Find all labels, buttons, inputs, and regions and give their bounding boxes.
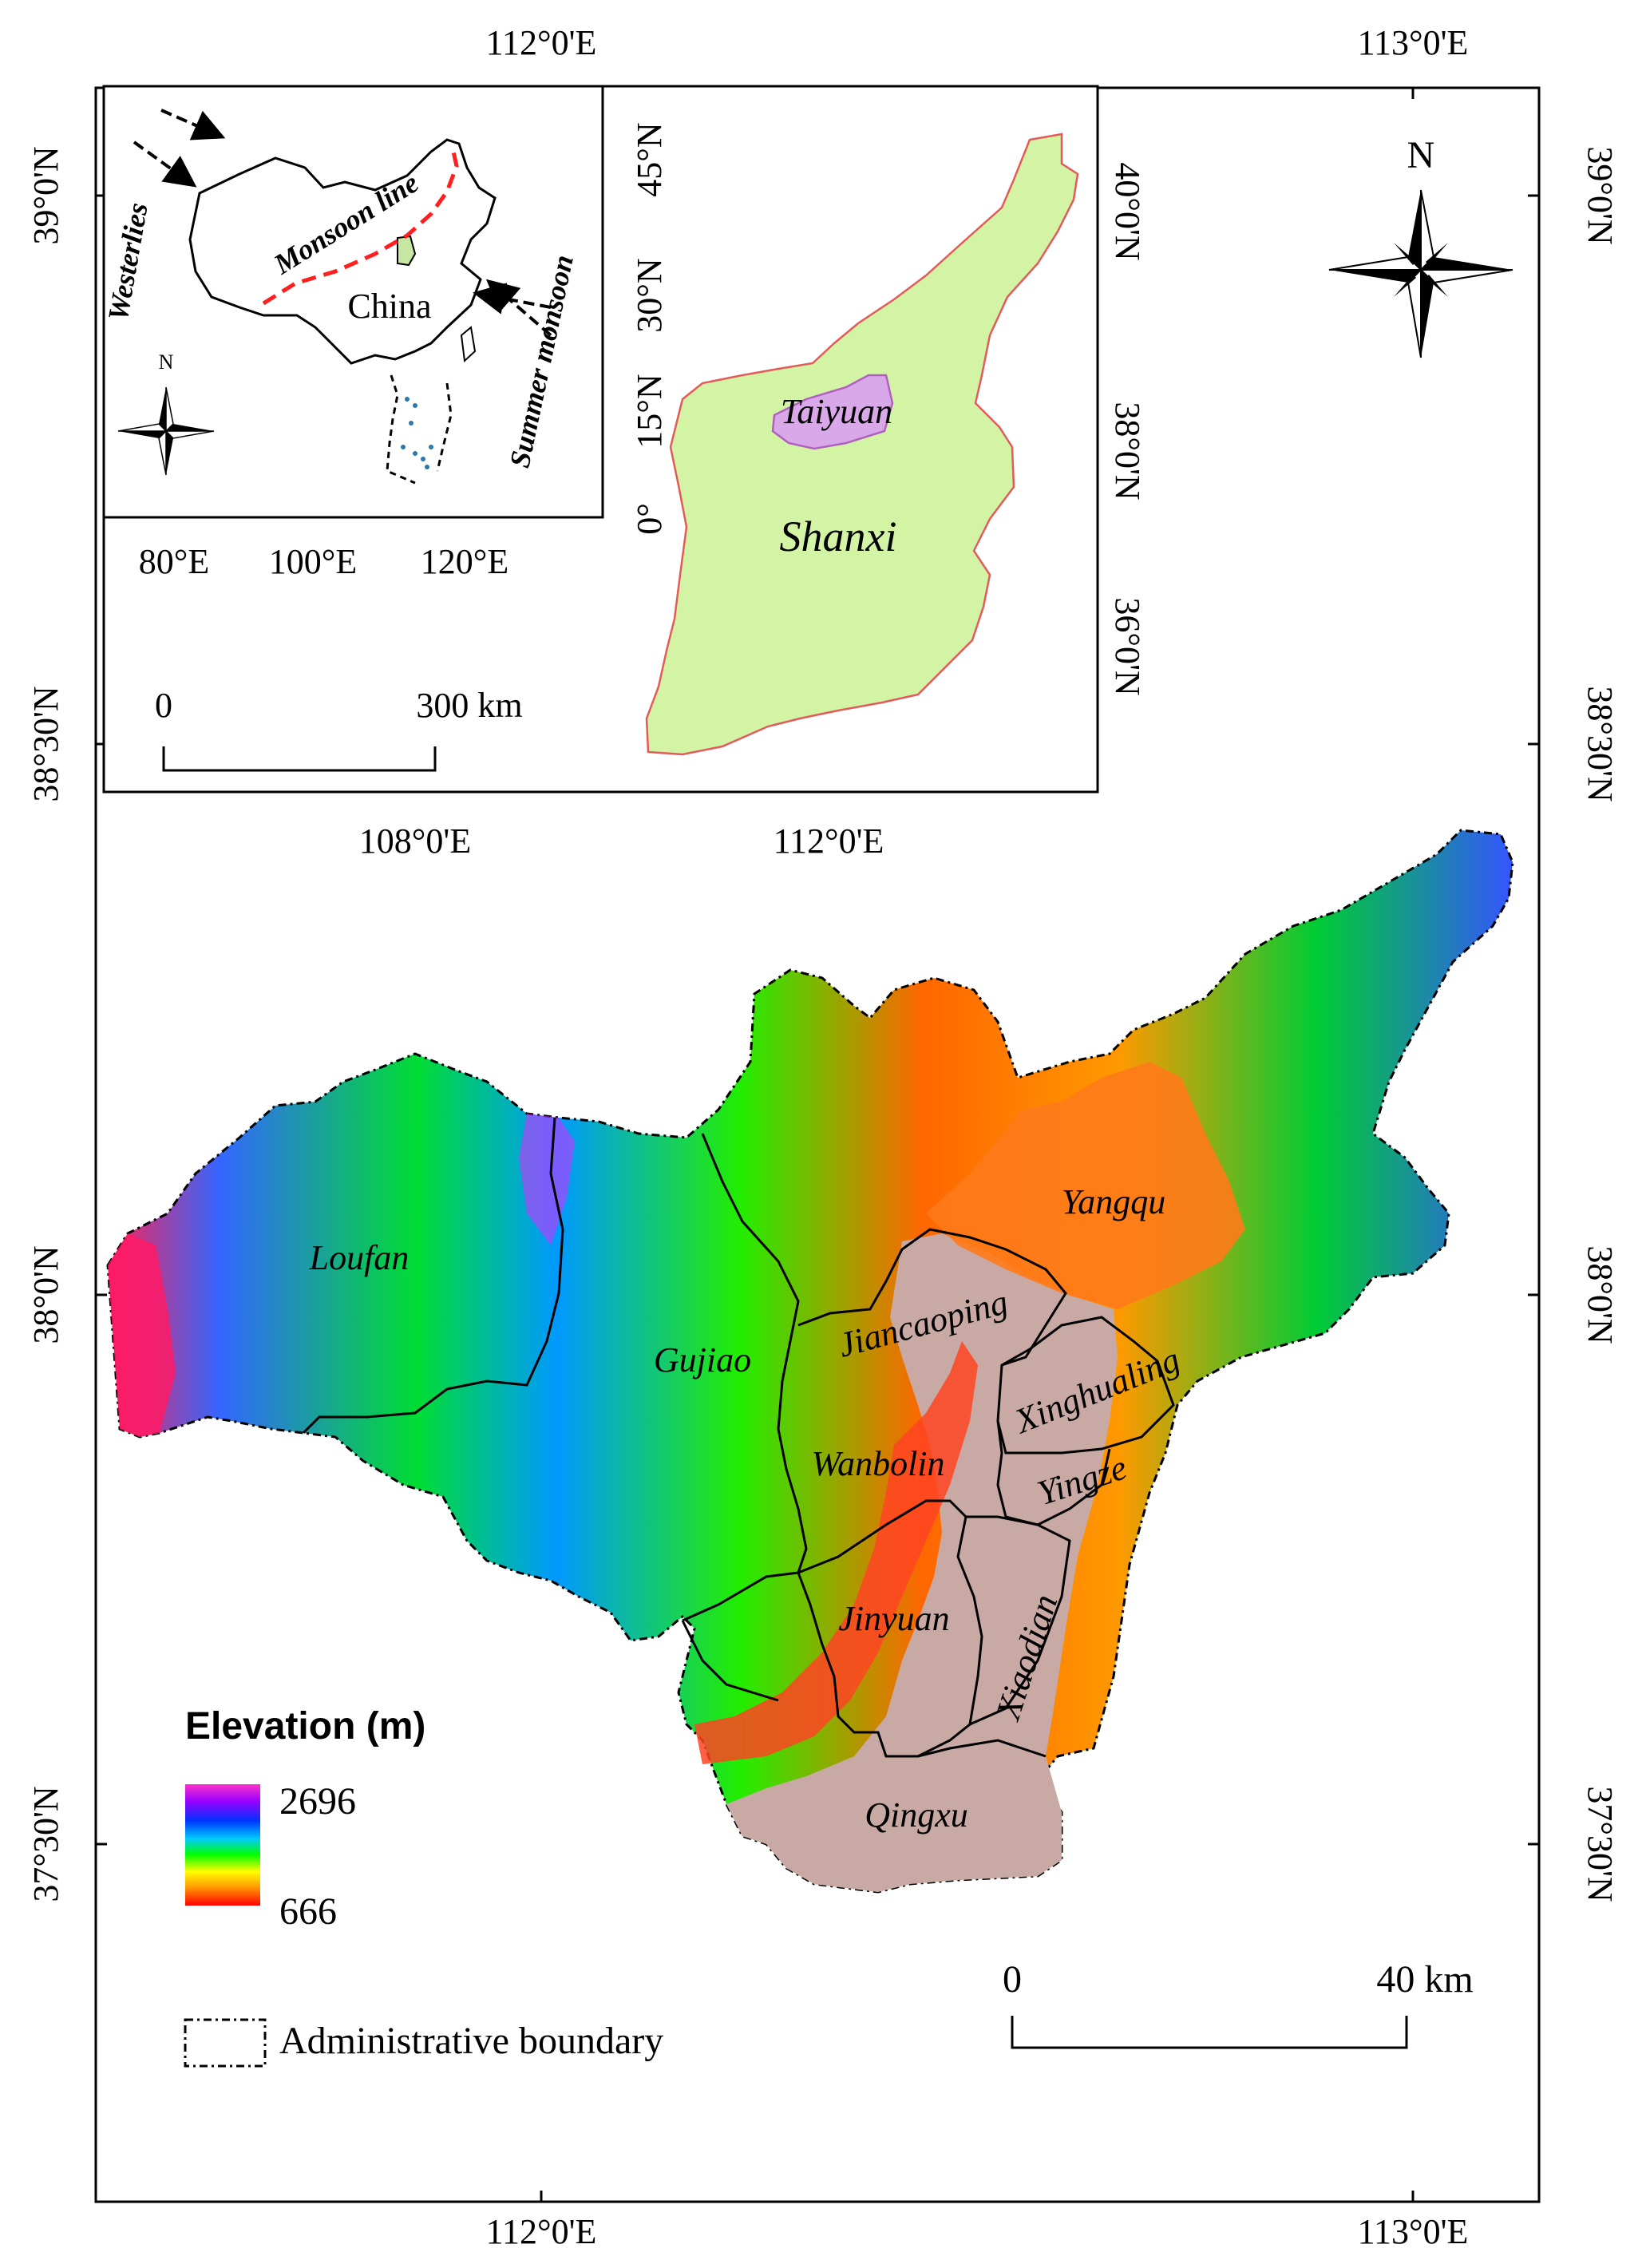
boundary-legend-label: Administrative boundary — [279, 2020, 663, 2062]
shanxi-outline — [645, 133, 1079, 756]
boundary-line — [681, 1620, 779, 1702]
boundary-line — [682, 1133, 808, 1622]
inset-lon-tick: 80°E — [139, 542, 209, 581]
place-label-jinyuan: Jinyuan — [838, 1599, 949, 1638]
top-lon-label: 112°0'E — [486, 23, 597, 62]
boundary-line — [966, 1515, 1071, 1726]
monsoon-arrow — [485, 279, 552, 337]
taiyuan-outline — [771, 374, 894, 450]
legend-max-value: 2696 — [279, 1780, 356, 1823]
small-north-label: N — [159, 350, 174, 374]
left-lat-label: 38°30'N — [26, 686, 65, 802]
right-lat-label: 39°0'N — [1581, 146, 1620, 244]
study-area: Loufan Gujiao Jiancaoping Yangqu Xinghua… — [106, 829, 1514, 1894]
inset-scale-start: 0 — [155, 686, 172, 725]
shanxi-lat-tick-right: 36°0'N — [1108, 597, 1147, 695]
shanxi-label: Shanxi — [780, 513, 897, 560]
boundary-line — [996, 1316, 1175, 1455]
china-outline — [188, 138, 497, 365]
top-lon-label: 113°0'E — [1358, 23, 1469, 62]
shanxi-lat-tick-left: 30°N — [630, 258, 669, 332]
left-lat-label: 37°30'N — [26, 1786, 65, 1902]
lowland-basin — [726, 1233, 1118, 1892]
inset-bottom-lon-label: 108°0'E — [359, 821, 471, 861]
high-peak-zone — [519, 1114, 575, 1245]
westerlies-arrow — [133, 141, 197, 188]
right-lat-label: 38°0'N — [1581, 1245, 1620, 1344]
place-label-qingxu: Qingxu — [865, 1795, 968, 1835]
left-lat-label: 38°0'N — [26, 1245, 65, 1344]
main-scale-bar — [1011, 2016, 1408, 2049]
main-scale-end: 40 km — [1376, 1958, 1473, 2001]
boundary-line — [797, 1228, 1067, 1367]
foothill-zone — [694, 1341, 978, 1764]
elevation-color-bar — [185, 1784, 260, 1906]
right-lat-label: 37°30'N — [1581, 1786, 1620, 1902]
boundary-line — [917, 1739, 1047, 1758]
inset-bottom-lon-label: 112°0'E — [774, 821, 884, 861]
inset-lon-tick: 100°E — [269, 542, 357, 581]
inset-scale-end: 300 km — [416, 686, 522, 725]
place-label-yangqu: Yangqu — [1062, 1182, 1165, 1221]
boundary-legend-symbol — [184, 2018, 267, 2068]
foothill-zone — [926, 1062, 1245, 1309]
taiyuan-label: Taiyuan — [781, 392, 892, 431]
china-label: China — [347, 287, 431, 326]
legend-min-value: 666 — [279, 1890, 337, 1933]
small-north-arrow-icon — [117, 386, 215, 476]
legend-title: Elevation (m) — [185, 1705, 425, 1748]
north-label: N — [1407, 134, 1435, 176]
taiwan-outline — [460, 326, 477, 363]
monsoon-line — [262, 151, 459, 306]
main-scale-start: 0 — [1003, 1958, 1022, 2001]
right-lat-label: 38°30'N — [1581, 686, 1620, 802]
place-label-gujiao: Gujiao — [654, 1340, 751, 1379]
place-label-wanbolin: Wanbolin — [811, 1444, 944, 1483]
shanxi-lat-tick-left: 45°N — [630, 122, 669, 196]
inset-scale-bar — [162, 746, 437, 772]
shanxi-lat-tick-right: 40°0'N — [1108, 162, 1147, 260]
westerlies-arrow — [160, 109, 226, 141]
inset-lon-tick: 120°E — [421, 542, 508, 581]
north-arrow-icon — [1328, 189, 1513, 358]
admin-boundaries — [302, 1117, 1175, 1758]
place-label-loufan: Loufan — [309, 1238, 410, 1277]
shanxi-lat-tick-right: 38°0'N — [1108, 402, 1147, 500]
boundary-line — [302, 1117, 564, 1435]
south-china-sea-islands — [386, 374, 453, 485]
shanxi-lat-tick-left: 0° — [630, 503, 669, 535]
bottom-lon-label: 113°0'E — [1358, 2212, 1469, 2251]
island-dots — [401, 397, 433, 469]
monsoon-arrow — [473, 283, 552, 315]
high-peak-zone — [108, 1233, 176, 1437]
left-lat-label: 39°0'N — [26, 146, 65, 244]
bottom-lon-label: 112°0'E — [486, 2212, 597, 2251]
shanxi-lat-tick-left: 15°N — [630, 374, 669, 448]
